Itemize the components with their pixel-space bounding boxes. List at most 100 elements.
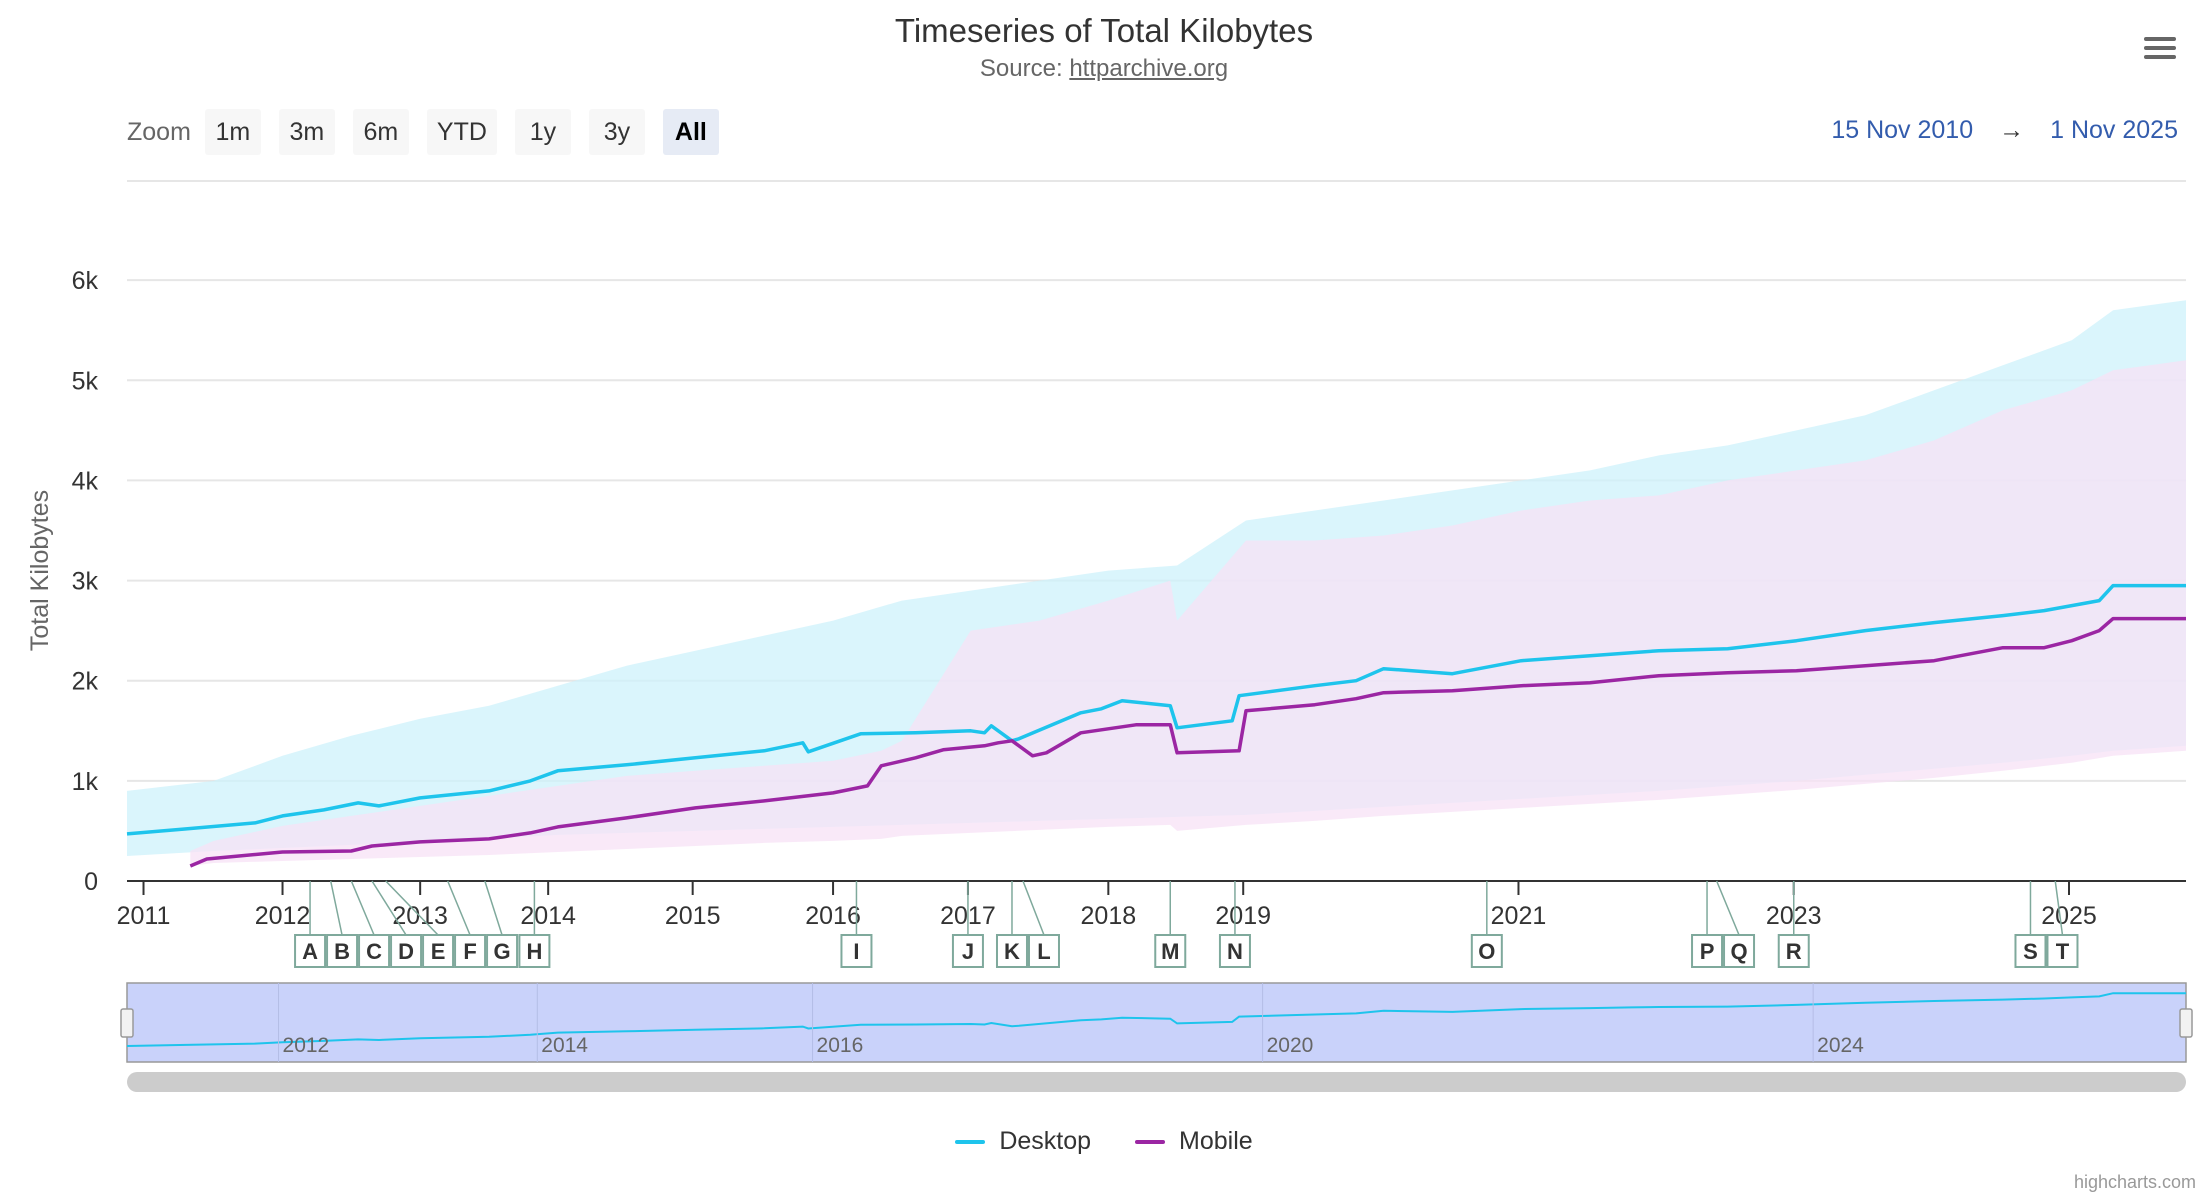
flag-label-o: O [1478,939,1495,964]
flag-label-h: H [526,939,542,964]
y-tick-label: 1k [72,768,99,796]
y-tick-label: 3k [72,568,99,596]
navigator-scrollbar[interactable] [127,1072,2186,1092]
flag-label-r: R [1786,939,1802,964]
flag-box-q [1723,934,1756,968]
source-link[interactable]: httparchive.org [1069,55,1229,82]
x-tick-label: 2021 [1491,902,1547,930]
legend-item-desktop[interactable]: Desktop [955,1127,1091,1156]
flag-stem [385,880,439,936]
zoom-3m-button[interactable]: 3m [278,109,335,155]
flag-box-d [390,934,423,968]
flag-label-l: L [1037,939,1050,964]
series-line-mobile [189,616,2186,868]
legend-item-mobile[interactable]: Mobile [1135,1127,1253,1156]
legend-swatch-mobile [1135,1139,1166,1144]
flag-label-s: S [2023,939,2038,964]
flag-box-e [422,934,455,968]
credits-link[interactable]: highcharts.com [2073,1172,2196,1192]
x-tick-label: 2019 [1215,902,1271,930]
flag-label-f: F [463,939,476,964]
y-tick-label: 4k [72,467,99,495]
date-range: 15 Nov 2010 → 1 Nov 2025 [1831,116,2178,145]
flag-label-q: Q [1730,939,1747,964]
range-from-input[interactable]: 15 Nov 2010 [1831,116,1974,144]
x-tick-label: 2018 [1081,902,1137,930]
range-to-input[interactable]: 1 Nov 2025 [2050,116,2178,144]
flag-label-a: A [302,939,318,964]
flag-stem [1715,880,1740,936]
legend-label-mobile: Mobile [1179,1127,1253,1155]
navigator-left-handle[interactable] [120,1008,134,1038]
flag-label-e: E [431,939,446,964]
flag-label-t: T [2056,939,2070,964]
flag-box-n [1218,934,1251,968]
x-tick-label: 2016 [805,902,861,930]
flag-box-s [2014,934,2047,968]
flag-label-p: P [1700,939,1715,964]
zoom-6m-button[interactable]: 6m [352,109,409,155]
zoom-ytd-button[interactable]: YTD [426,109,497,155]
flag-box-o [1470,934,1503,968]
range-selector: Zoom 1m 3m 6m YTD 1y 3y All [127,108,737,156]
flag-box-r [1777,934,1810,968]
legend-label-desktop: Desktop [999,1127,1092,1155]
flag-label-j: J [962,939,974,964]
flag-label-m: M [1161,939,1179,964]
flag-label-n: N [1227,939,1243,964]
legend-swatch-desktop [955,1139,986,1144]
flag-box-f [454,934,487,968]
flag-box-l [1027,934,1060,968]
series-line-desktop [126,583,2186,836]
x-tick-label: 2012 [255,902,311,930]
flag-label-g: G [493,939,510,964]
flag-label-b: B [334,939,350,964]
range-arrow-icon: → [1999,116,2025,144]
y-axis-title: Total Kilobytes [26,490,54,651]
navigator-right-handle[interactable] [2179,1008,2193,1038]
flag-box-b [326,934,359,968]
flag-stem [2054,880,2064,936]
flag-label-i: I [853,939,859,964]
navigator-label: 2016 [817,1034,864,1057]
band-mobile [190,360,2186,866]
zoom-1m-button[interactable]: 1m [204,109,261,155]
zoom-3y-button[interactable]: 3y [588,109,645,155]
zoom-1y-button[interactable]: 1y [514,109,571,155]
navigator-label: 2012 [283,1034,330,1057]
subtitle-prefix: Source: [979,55,1070,82]
zoom-all-button[interactable]: All [662,109,719,155]
flag-stem [371,880,407,936]
flag-box-g [486,934,519,968]
navigator-window [126,982,2187,1063]
y-tick-label: 5k [72,367,99,395]
flag-box-m [1154,934,1187,968]
flag-box-j [951,934,984,968]
flag-stem [1022,880,1045,936]
chart-title: Timeseries of Total Kilobytes [894,12,1314,49]
flag-box-a [294,934,327,968]
navigator-label: 2024 [1817,1034,1864,1057]
flag-stem [350,880,375,936]
x-tick-label: 2014 [520,902,576,930]
hamburger-menu-icon[interactable] [2140,30,2180,66]
x-tick-label: 2025 [2041,902,2097,930]
flag-box-i [840,934,873,968]
flag-box-h [518,934,551,968]
y-tick-label: 2k [72,668,99,696]
flag-box-k [995,934,1028,968]
flag-label-d: D [398,939,414,964]
y-tick-label: 0 [84,868,98,896]
flag-box-p [1691,934,1724,968]
flag-label-c: C [366,939,382,964]
flag-stem [446,880,471,936]
flag-stem [329,880,343,936]
flag-box-c [358,934,391,968]
navigator-series-line [126,992,2186,1047]
flag-box-t [2046,934,2079,968]
x-tick-label: 2015 [665,902,721,930]
navigator-label: 2020 [1267,1034,1314,1057]
x-tick-label: 2011 [117,902,171,930]
flag-label-k: K [1004,939,1020,964]
